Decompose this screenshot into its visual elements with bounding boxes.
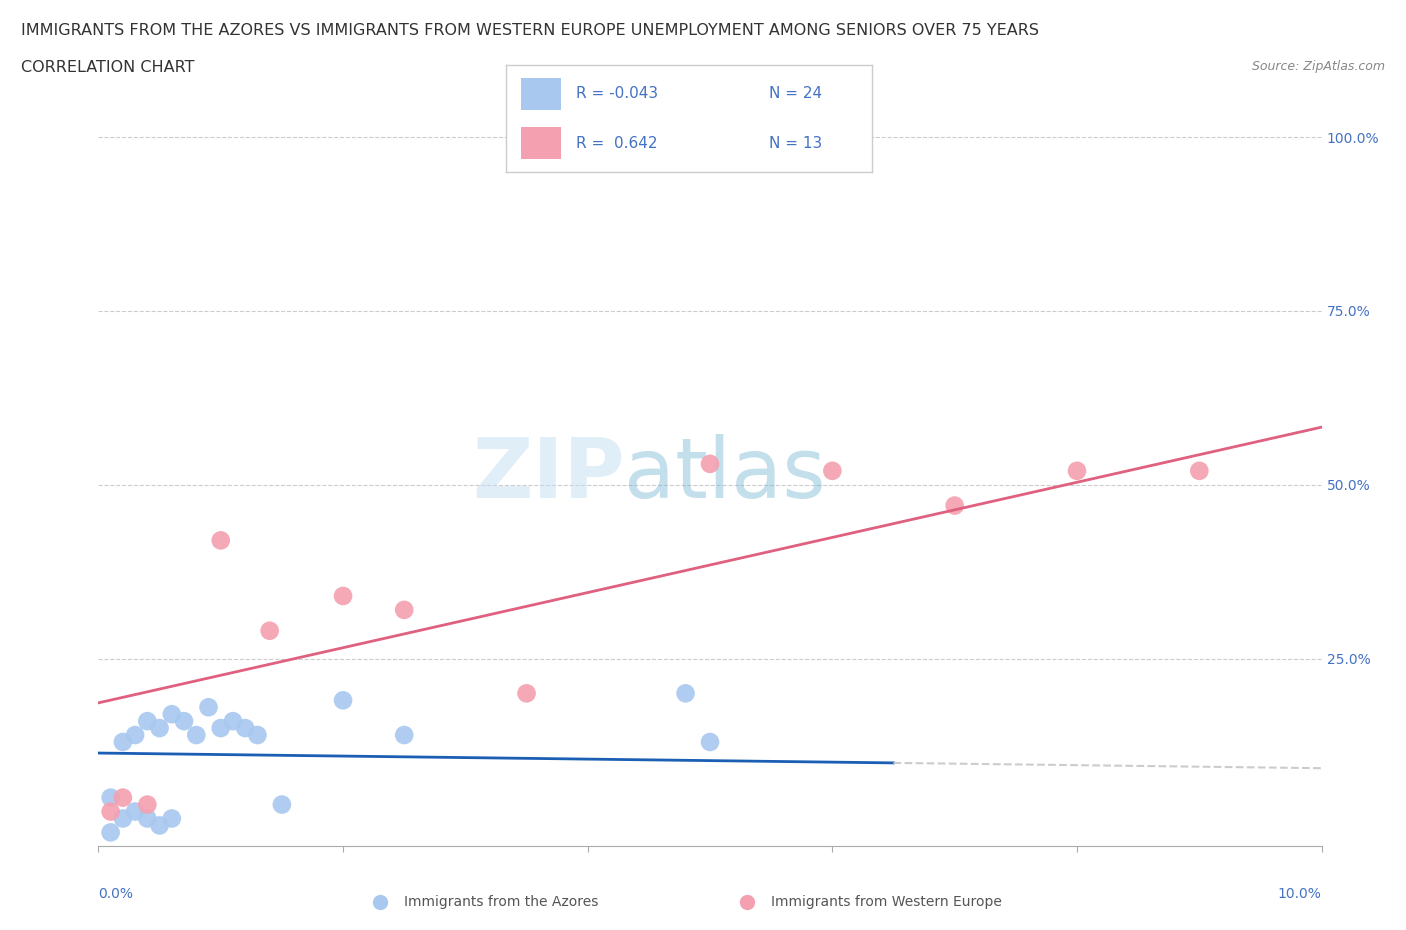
Point [1066,463,1088,478]
Point [124,727,146,742]
Text: ZIP: ZIP [472,433,624,515]
Point [209,721,232,736]
Point [100,790,122,805]
Bar [520,78,561,110]
Point [111,811,134,826]
Point [186,727,208,742]
Point [675,686,697,701]
Text: R =  0.642: R = 0.642 [575,136,657,151]
Point [332,589,354,604]
Point [136,797,159,812]
Point [197,699,219,714]
Point [149,721,172,736]
Text: atlas: atlas [624,433,827,515]
Bar [520,127,561,159]
Point [136,811,159,826]
Point [111,790,134,805]
Point [173,713,195,728]
Text: 0.0%: 0.0% [98,887,134,901]
Point [160,707,183,722]
Point [259,623,281,638]
Point [821,463,844,478]
Point [392,727,416,742]
Point [943,498,966,513]
Point [160,811,183,826]
Point [124,804,146,819]
Text: CORRELATION CHART: CORRELATION CHART [21,60,194,75]
Text: IMMIGRANTS FROM THE AZORES VS IMMIGRANTS FROM WESTERN EUROPE UNEMPLOYMENT AMONG : IMMIGRANTS FROM THE AZORES VS IMMIGRANTS… [21,23,1039,38]
Text: Immigrants from the Azores: Immigrants from the Azores [405,895,599,910]
Point [111,735,134,750]
Point [149,818,172,833]
Point [222,713,245,728]
Text: R = -0.043: R = -0.043 [575,86,658,101]
Point [233,721,256,736]
Point [699,457,721,472]
Text: Immigrants from Western Europe: Immigrants from Western Europe [772,895,1002,910]
Text: N = 13: N = 13 [769,136,823,151]
Point [246,727,269,742]
Point [100,825,122,840]
Text: N = 24: N = 24 [769,86,823,101]
Text: 10.0%: 10.0% [1278,887,1322,901]
Point [136,713,159,728]
Point [100,804,122,819]
Point [209,533,232,548]
Point [332,693,354,708]
Point [1188,463,1211,478]
Point [392,603,416,618]
Text: Source: ZipAtlas.com: Source: ZipAtlas.com [1251,60,1385,73]
Point [516,686,538,701]
Point [699,735,721,750]
Point [270,797,292,812]
